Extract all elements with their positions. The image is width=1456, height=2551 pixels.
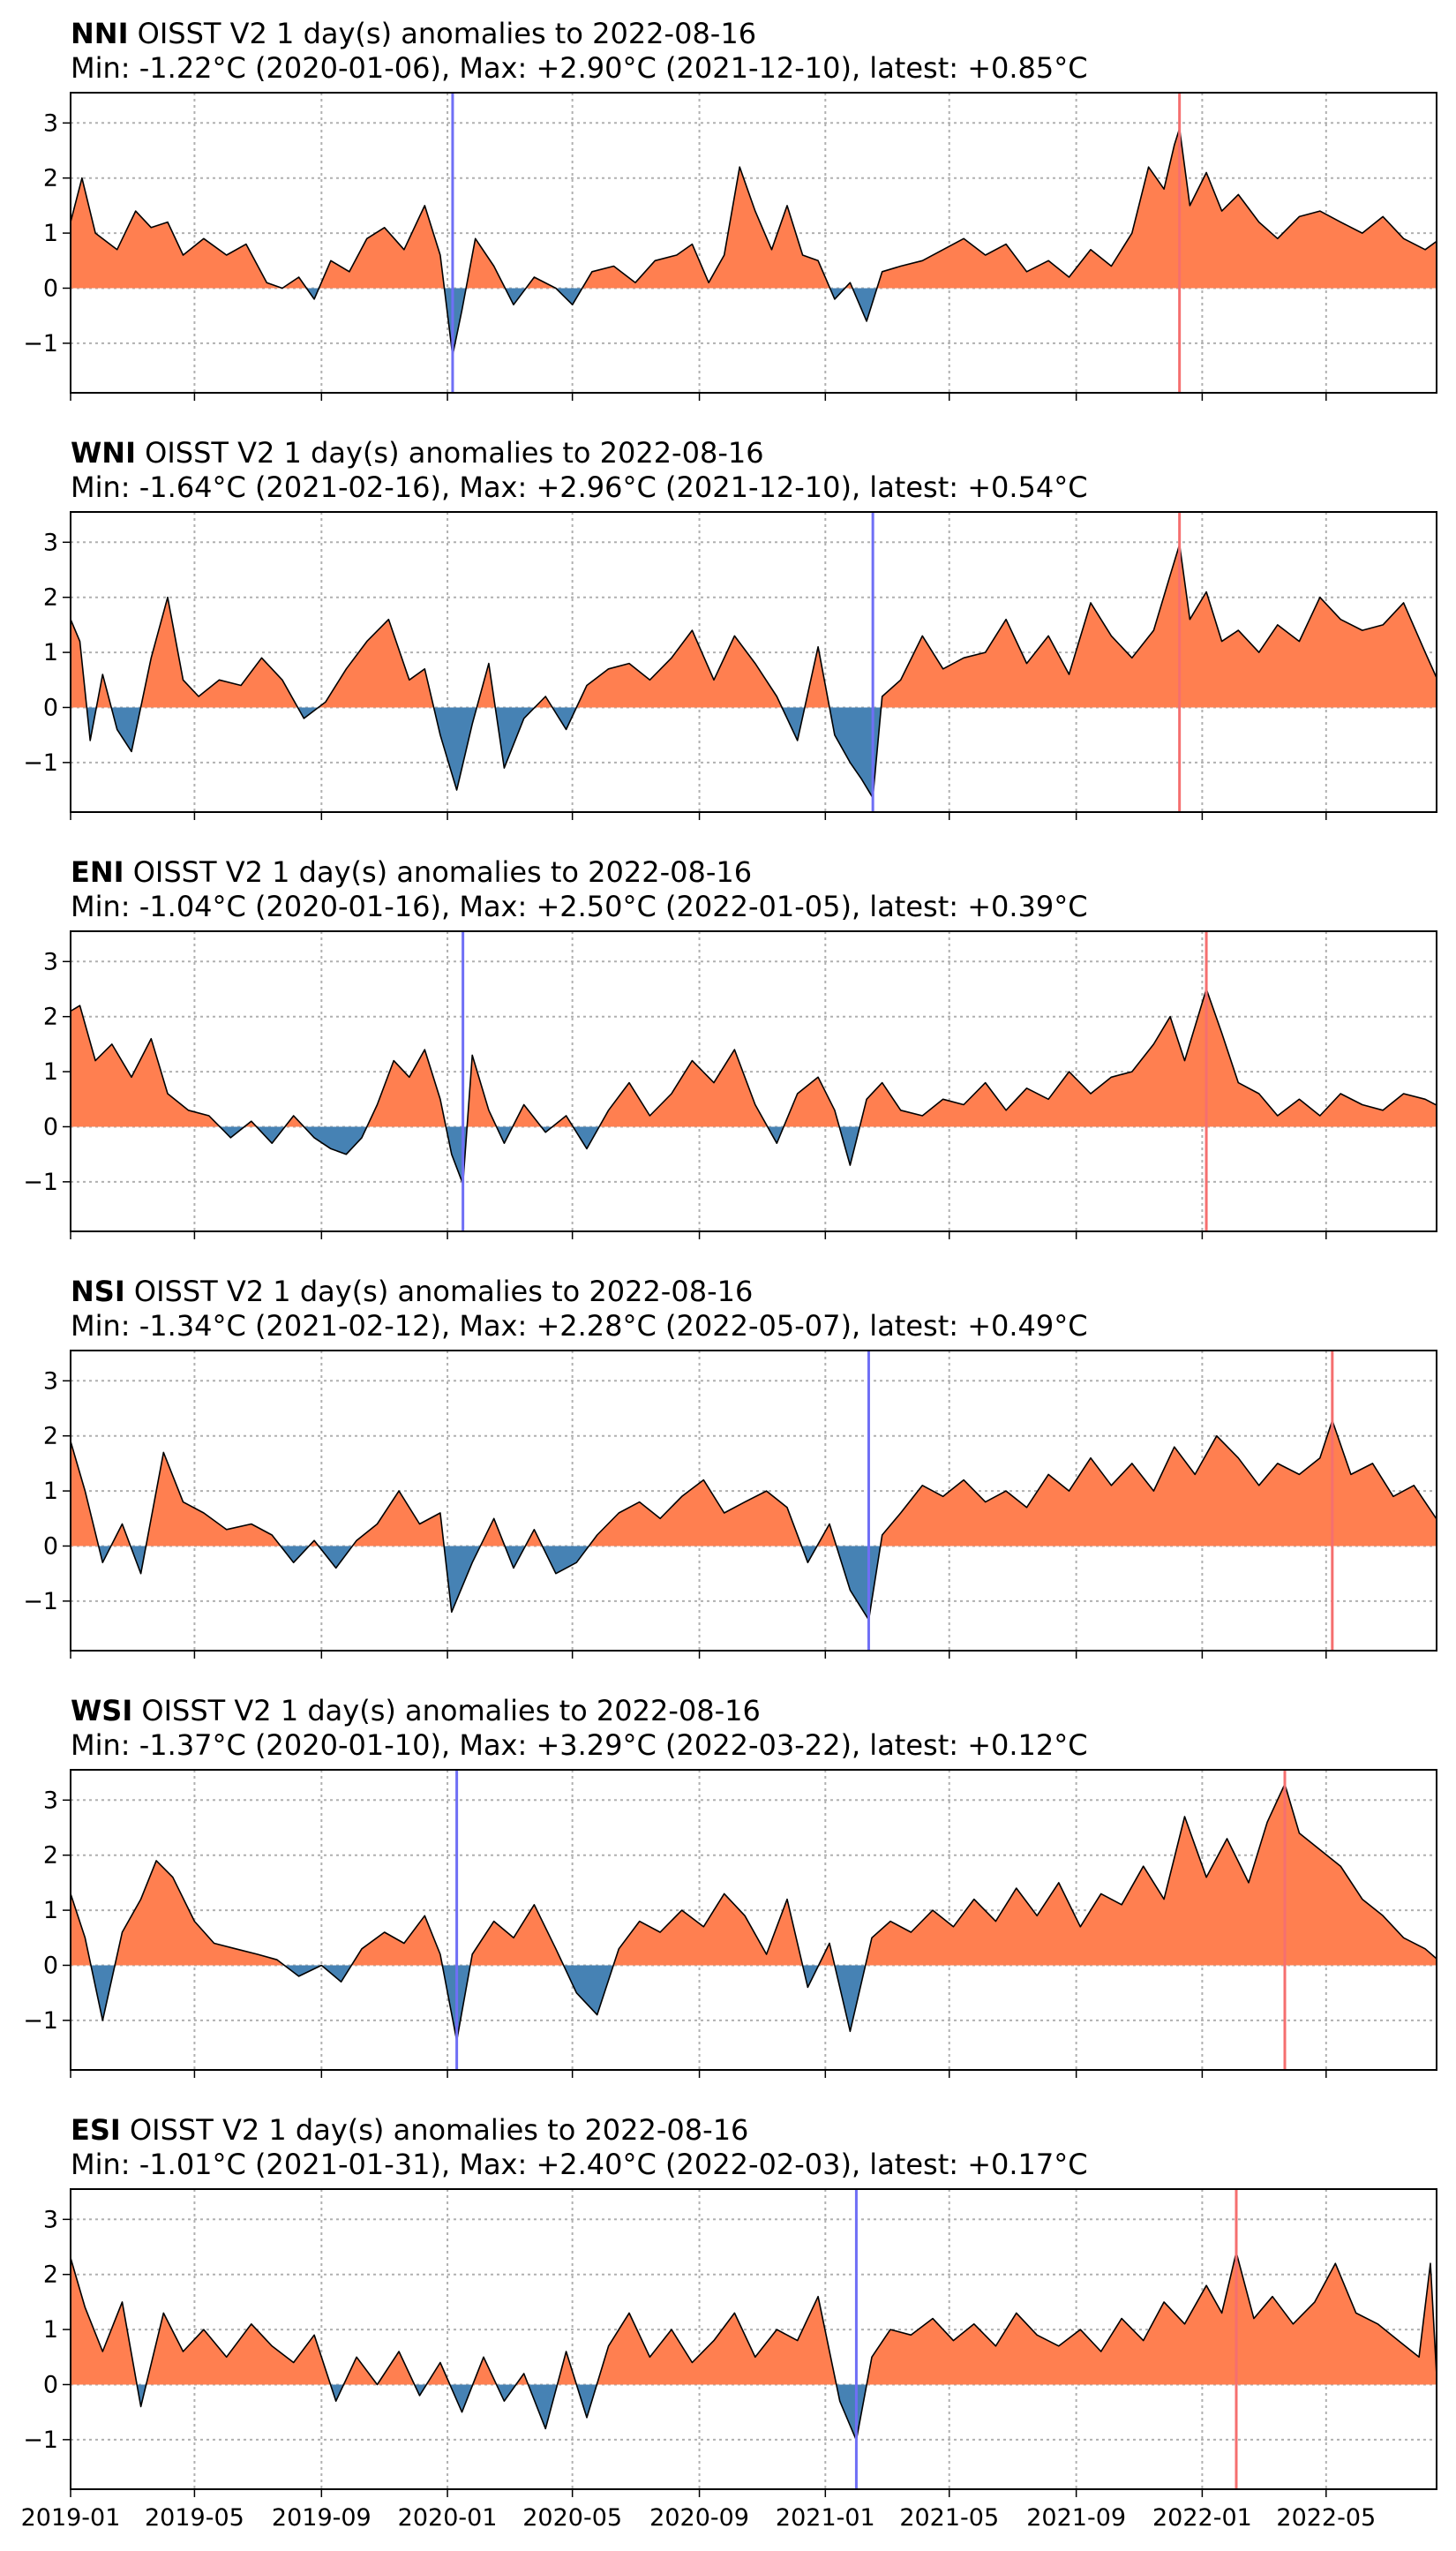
panel-1-ytick-label-1: 2 — [43, 584, 58, 612]
panel-5-ytick-label-1: 2 — [43, 2261, 58, 2289]
panel-0-ytick-label-2: 1 — [43, 220, 58, 247]
panel-2-ytick-label-0: 3 — [43, 948, 58, 975]
panel-0-ytick-label-1: 2 — [43, 165, 58, 192]
panel-2-plot: 3 2 1 0 −1 — [23, 930, 1437, 1239]
panel-4-index-name: WSI — [71, 1694, 133, 1727]
panel-5-subtitle: Min: -1.01°C (2021-01-31), Max: +2.40°C … — [71, 2148, 1088, 2181]
panel-2-frame — [70, 930, 1437, 1232]
panel-5-xtick-label-2: 2019-09 — [272, 2504, 372, 2532]
panel-5-xtick-label-6: 2021-01 — [776, 2504, 875, 2532]
panel-2-ytick-label-4: −1 — [23, 1169, 58, 1196]
panel-2-positive-area — [71, 989, 1437, 1127]
panel-4-series-line — [70, 1783, 1437, 2042]
panel-2-index-name: ENI — [71, 855, 124, 889]
panel-5-ytick-label-0: 3 — [43, 2206, 58, 2233]
panel-5-positive-area — [71, 2252, 1437, 2385]
panel-0-series-line — [70, 127, 1437, 357]
panel-2-ytick-label-1: 2 — [43, 1004, 58, 1031]
panel-3-ytick-label-0: 3 — [43, 1367, 58, 1395]
panel-5-frame — [70, 2188, 1437, 2490]
panel-1-index-name: WNI — [71, 436, 136, 470]
panel-5-ytick-label-3: 0 — [43, 2371, 58, 2398]
panel-3-positive-area — [71, 1420, 1437, 1546]
panel-5-xtick-label-5: 2020-09 — [649, 2504, 749, 2532]
panel-3-index-name: NSI — [71, 1275, 125, 1308]
panel-2-ytick-label-2: 1 — [43, 1058, 58, 1086]
panel-3-title-text: OISST V2 1 day(s) anomalies to 2022-08-1… — [124, 1275, 754, 1308]
panel-1-title: WNI OISST V2 1 day(s) anomalies to 2022-… — [71, 436, 764, 470]
panel-2-title: ENI OISST V2 1 day(s) anomalies to 2022-… — [71, 855, 752, 890]
panel-5-xtick-label-7: 2021-05 — [899, 2504, 999, 2532]
panel-2-ytick-label-3: 0 — [43, 1113, 58, 1140]
panel-1-title-text: OISST V2 1 day(s) anomalies to 2022-08-1… — [135, 436, 764, 470]
panel-4-ytick-label-4: −1 — [23, 2007, 58, 2035]
panel-4-ytick-label-1: 2 — [43, 1842, 58, 1870]
panel-3-title: NSI OISST V2 1 day(s) anomalies to 2022-… — [71, 1275, 753, 1309]
panel-4-subtitle: Min: -1.37°C (2020-01-10), Max: +3.29°C … — [71, 1728, 1088, 1762]
panel-5-title: ESI OISST V2 1 day(s) anomalies to 2022-… — [71, 2113, 748, 2148]
panel-5-series-line — [70, 2251, 1437, 2442]
panel-0-positive-area — [71, 128, 1437, 289]
panel-1-ytick-label-0: 3 — [43, 529, 58, 556]
panel-4-ytick-label-3: 0 — [43, 1952, 58, 1979]
panel-5-xtick-label-8: 2021-09 — [1026, 2504, 1126, 2532]
panel-0-title: NNI OISST V2 1 day(s) anomalies to 2022-… — [71, 17, 756, 51]
panel-5-xtick-label-10: 2022-05 — [1276, 2504, 1376, 2532]
panel-1-series-line — [70, 544, 1437, 799]
panel-4-frame — [70, 1769, 1437, 2071]
panel-4-plot: 3 2 1 0 −1 — [23, 1769, 1437, 2078]
panel-5-plot: 3 2 1 0 −1 2019-01 2019-05 2019-09 2020-01 2020-0… — [21, 2188, 1437, 2532]
panel-0-ytick-label-3: 0 — [43, 275, 58, 302]
panel-1-plot: 3 2 1 0 −1 — [23, 511, 1437, 820]
panel-3-ytick-label-1: 2 — [43, 1423, 58, 1450]
panel-5-title-text: OISST V2 1 day(s) anomalies to 2022-08-1… — [120, 2113, 749, 2147]
panel-5-index-name: ESI — [71, 2113, 121, 2147]
panel-5-xtick-label-9: 2022-01 — [1152, 2504, 1252, 2532]
panel-3-ytick-label-2: 1 — [43, 1478, 58, 1505]
panel-0-plot: 3 2 1 0 −1 — [23, 92, 1437, 401]
panel-4-title: WSI OISST V2 1 day(s) anomalies to 2022-… — [71, 1694, 761, 1728]
panel-3-series-line — [70, 1419, 1437, 1621]
panel-4-title-text: OISST V2 1 day(s) anomalies to 2022-08-1… — [132, 1694, 761, 1727]
panel-0-title-text: OISST V2 1 day(s) anomalies to 2022-08-1… — [128, 17, 757, 50]
panel-2-series-line — [70, 988, 1437, 1185]
panel-3-subtitle: Min: -1.34°C (2021-02-12), Max: +2.28°C … — [71, 1309, 1088, 1343]
panel-0-subtitle: Min: -1.22°C (2020-01-06), Max: +2.90°C … — [71, 51, 1088, 85]
panel-4-ytick-label-2: 1 — [43, 1897, 58, 1924]
panel-5-xtick-label-4: 2020-05 — [522, 2504, 622, 2532]
panel-5-ytick-label-4: −1 — [23, 2427, 58, 2454]
panel-5-xtick-label-3: 2020-01 — [398, 2504, 498, 2532]
panel-2-subtitle: Min: -1.04°C (2020-01-16), Max: +2.50°C … — [71, 890, 1088, 923]
panel-1-ytick-label-4: −1 — [23, 749, 58, 777]
panel-5-ytick-label-2: 1 — [43, 2316, 58, 2344]
panel-0-frame — [70, 92, 1437, 394]
panel-1-subtitle: Min: -1.64°C (2021-02-16), Max: +2.96°C … — [71, 470, 1088, 504]
panel-1-ytick-label-3: 0 — [43, 694, 58, 721]
panel-4-ytick-label-0: 3 — [43, 1787, 58, 1814]
panel-3-frame — [70, 1350, 1437, 1652]
panel-1-positive-area — [71, 544, 1437, 708]
panel-1-ytick-label-2: 1 — [43, 639, 58, 666]
panel-1-frame — [70, 511, 1437, 813]
panel-0-ytick-label-0: 3 — [43, 109, 58, 137]
panel-3-ytick-label-4: −1 — [23, 1588, 58, 1615]
panel-3-plot: 3 2 1 0 −1 — [23, 1350, 1437, 1659]
panel-0-ytick-label-4: −1 — [23, 330, 58, 357]
panel-2-title-text: OISST V2 1 day(s) anomalies to 2022-08-1… — [124, 855, 753, 889]
panel-0-index-name: NNI — [71, 17, 129, 50]
panel-5-xtick-label-0: 2019-01 — [21, 2504, 121, 2532]
panel-3-ytick-label-3: 0 — [43, 1532, 58, 1560]
panel-5-xtick-label-1: 2019-05 — [145, 2504, 244, 2532]
panel-4-positive-area — [71, 1784, 1437, 1966]
